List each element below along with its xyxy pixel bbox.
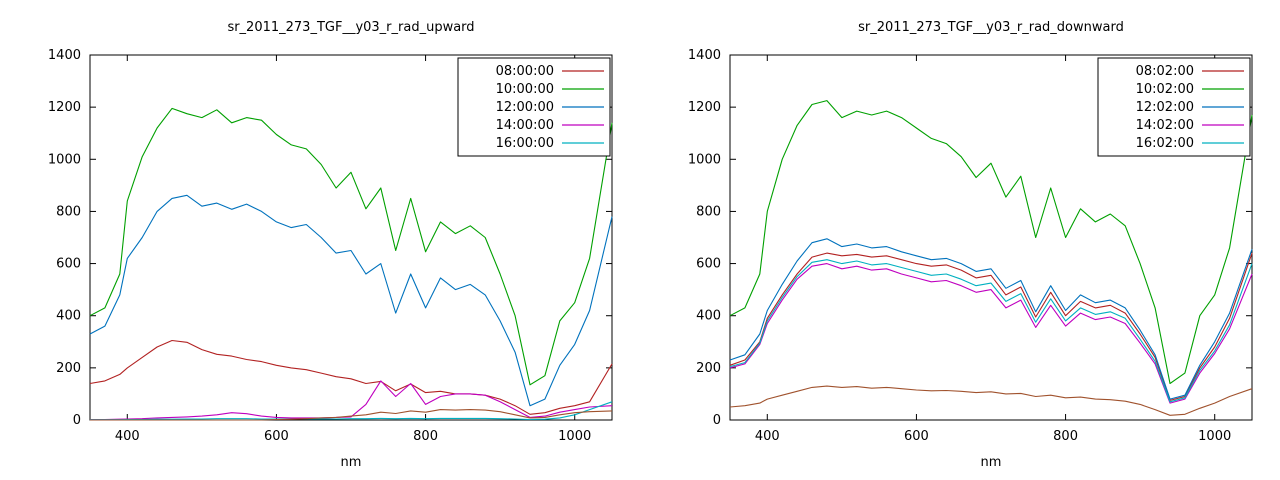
x-tick-label: 600 (264, 429, 289, 444)
x-tick-label: 400 (755, 429, 780, 444)
y-tick-label: 200 (696, 361, 721, 376)
x-tick-label: 1000 (1198, 429, 1231, 444)
y-tick-label: 800 (56, 204, 81, 219)
plot-border (89, 54, 613, 421)
x-tick-label: 400 (115, 429, 140, 444)
x-axis-label: nm (981, 455, 1002, 470)
y-tick-label: 1200 (48, 100, 81, 115)
series-line-10:00:00 (89, 107, 613, 386)
series-line-08:02:00 (729, 252, 1253, 401)
series-line-12:00:00 (89, 194, 613, 407)
legend-label: 10:00:00 (496, 82, 554, 97)
y-tick-label: 1000 (48, 152, 81, 167)
x-tick-label: 800 (413, 429, 438, 444)
y-tick-label: 600 (696, 257, 721, 272)
y-tick-label: 1400 (48, 48, 81, 63)
series-line-14:02:00 (729, 263, 1253, 404)
y-tick-label: 600 (56, 257, 81, 272)
legend-label: 14:02:00 (1136, 118, 1194, 133)
legend-label: 12:02:00 (1136, 100, 1194, 115)
y-tick-label: 400 (696, 309, 721, 324)
y-tick-label: 1000 (688, 152, 721, 167)
series-line-unlabeled-low (90, 409, 613, 421)
y-tick-label: 400 (56, 309, 81, 324)
chart-title: sr_2011_273_TGF__y03_r_rad_downward (858, 20, 1124, 35)
chart-canvas: 400 600 800 1000 0 200 400 600 800 1000 1200 1400 sr… (48, 20, 613, 470)
legend-label: 12:00:00 (496, 100, 554, 115)
y-tick-label: 0 (713, 413, 721, 428)
y-tick-label: 200 (56, 361, 81, 376)
series-line-16:00:00 (90, 401, 613, 421)
chart-canvas: 400 600 800 1000 0 200 400 600 800 1000 1200 1400 sr… (688, 20, 1253, 470)
chart-rad-upward: 400 600 800 1000 0 200 400 600 800 1000 1200 1400 sr… (48, 20, 613, 470)
series-line-10:02:00 (729, 100, 1253, 385)
y-tick-label: 1200 (688, 100, 721, 115)
y-tick-label: 1400 (688, 48, 721, 63)
legend-label: 16:02:00 (1136, 136, 1194, 151)
legend-label: 08:02:00 (1136, 64, 1194, 79)
chart-title: sr_2011_273_TGF__y03_r_rad_upward (227, 20, 474, 35)
series-line-16:02:00 (729, 259, 1253, 403)
series-line-unlabeled-low (729, 385, 1253, 416)
series-line-12:02:00 (729, 238, 1253, 400)
series-line-08:00:00 (89, 339, 613, 415)
x-tick-label: 600 (904, 429, 929, 444)
y-tick-label: 800 (696, 204, 721, 219)
plot-border (729, 54, 1253, 421)
legend-label: 14:00:00 (496, 118, 554, 133)
x-axis-label: nm (341, 455, 362, 470)
legend-label: 16:00:00 (496, 136, 554, 151)
y-tick-label: 0 (73, 413, 81, 428)
x-tick-label: 800 (1053, 429, 1078, 444)
legend-label: 08:00:00 (496, 64, 554, 79)
chart-rad-downward: 400 600 800 1000 0 200 400 600 800 1000 1200 1400 sr… (640, 0, 1280, 480)
legend-label: 10:02:00 (1136, 82, 1194, 97)
x-tick-label: 1000 (558, 429, 591, 444)
